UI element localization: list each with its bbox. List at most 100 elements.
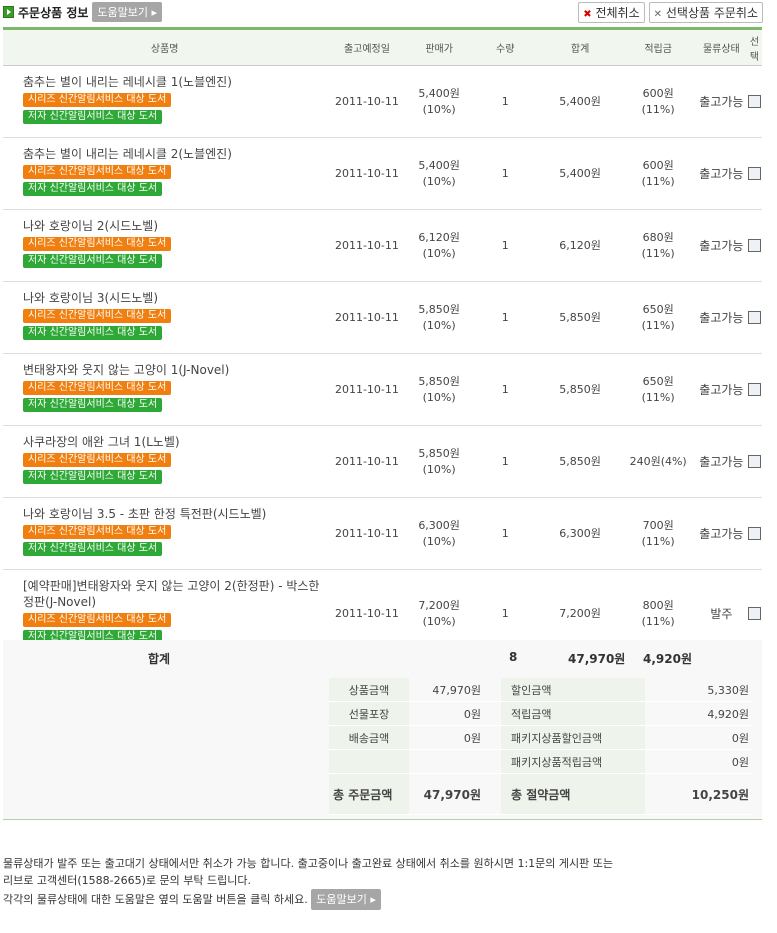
select-checkbox[interactable] — [748, 95, 761, 108]
breakdown-value: 47,970원 — [409, 678, 485, 702]
col-select: 선택 — [747, 27, 762, 66]
points: 240원(4%) — [620, 425, 696, 498]
line-total: 5,400원 — [539, 65, 621, 138]
notice-line: 물류상태가 발주 또는 출고대기 상태에서만 취소가 가능 합니다. 출고중이나… — [3, 857, 614, 870]
product-name[interactable]: 사쿠라장의 애완 그녀 1(L노벨) — [23, 435, 180, 449]
points-rate: (11%) — [641, 174, 675, 188]
breakdown-row: 상품금액 47,970원 할인금액 5,330원 — [329, 678, 753, 702]
cancel-selected-button[interactable]: ✕ 선택상품 주문취소 — [648, 2, 763, 23]
notice-line: 각각의 물류상태에 대한 도움말은 옆의 도움말 버튼을 클릭 하세요. — [3, 893, 308, 906]
total-save-value: 10,250원 — [645, 773, 753, 815]
quantity: 1 — [470, 497, 540, 570]
product-name[interactable]: 나와 호랑이님 3(시드노벨) — [23, 291, 159, 305]
price-value: 5,850원 — [418, 446, 460, 460]
ship-date: 2011-10-11 — [326, 281, 408, 354]
series-tag: 시리즈 신간알림서비스 대상 도서 — [23, 453, 172, 467]
author-tag: 저자 신간알림서비스 대상 도서 — [23, 110, 163, 124]
col-total: 합계 — [539, 27, 621, 66]
series-tag: 시리즈 신간알림서비스 대상 도서 — [23, 309, 172, 323]
discount-rate: (10%) — [422, 246, 456, 260]
price: 5,850원 (10%) — [407, 281, 471, 354]
status: 출고가능 — [695, 497, 747, 570]
points-rate: (11%) — [641, 390, 675, 404]
product-name[interactable]: 나와 호랑이님 3.5 - 초판 한정 특전판(시드노벨) — [23, 507, 267, 521]
select-checkbox[interactable] — [748, 607, 761, 620]
points-rate: (11%) — [641, 318, 675, 332]
product-name[interactable]: 변태왕자와 웃지 않는 고양이 1(J-Novel) — [23, 363, 230, 377]
product-name[interactable]: 나와 호랑이님 2(시드노벨) — [23, 219, 159, 233]
total-order-value: 47,970원 — [409, 773, 485, 815]
help-button[interactable]: 도움말보기 ▸ — [311, 889, 381, 910]
series-tag: 시리즈 신간알림서비스 대상 도서 — [23, 165, 172, 179]
author-tag: 저자 신간알림서비스 대상 도서 — [23, 470, 163, 484]
line-total: 5,850원 — [539, 353, 621, 426]
cancel-all-button[interactable]: ✖ 전체취소 — [578, 2, 645, 23]
product-name[interactable]: [예약판매]변태왕자와 웃지 않는 고양이 2(한정판) - 박스한정판(J-N… — [23, 579, 320, 609]
breakdown-label: 패키지상품할인금액 — [501, 725, 645, 750]
close-icon: ✕ — [653, 9, 663, 20]
order-table: 상품명 출고예정일 판매가 수량 합계 적립금 물류상태 선택 춤추는 별이 내… — [3, 27, 762, 659]
price-value: 5,400원 — [418, 158, 460, 172]
ship-date: 2011-10-11 — [326, 209, 408, 282]
col-points: 적립금 — [620, 27, 696, 66]
col-name: 상품명 — [3, 27, 327, 66]
select-checkbox[interactable] — [748, 239, 761, 252]
select-checkbox[interactable] — [748, 383, 761, 396]
product-name[interactable]: 춤추는 별이 내리는 레네시클 1(노블엔진) — [23, 75, 232, 89]
points-rate: (11%) — [641, 102, 675, 116]
price-value: 6,300원 — [418, 518, 460, 532]
status: 출고가능 — [695, 137, 747, 210]
points: 650원 (11%) — [620, 353, 696, 426]
col-price: 판매가 — [407, 27, 471, 66]
breakdown-row: 패키지상품적립금액 0원 — [329, 749, 753, 774]
price: 5,400원 (10%) — [407, 137, 471, 210]
points-rate: (11%) — [641, 614, 675, 628]
price-value: 6,120원 — [418, 230, 460, 244]
points-value: 650원 — [642, 374, 674, 388]
price: 6,300원 (10%) — [407, 497, 471, 570]
select-checkbox[interactable] — [748, 527, 761, 540]
author-tag: 저자 신간알림서비스 대상 도서 — [23, 182, 163, 196]
series-tag: 시리즈 신간알림서비스 대상 도서 — [23, 237, 172, 251]
discount-rate: (10%) — [422, 174, 456, 188]
breakdown-value: 0원 — [645, 725, 753, 750]
breakdown-value: 0원 — [409, 725, 485, 750]
table-row: 춤추는 별이 내리는 레네시클 1(노블엔진) 시리즈 신간알림서비스 대상 도서… — [3, 65, 762, 138]
sum-label: 합계 — [148, 652, 171, 666]
select-checkbox[interactable] — [748, 455, 761, 468]
total-save-label: 총 절약금액 — [501, 773, 645, 815]
points: 650원 (11%) — [620, 281, 696, 354]
help-button[interactable]: 도움말보기 ▸ — [92, 2, 163, 22]
line-total: 5,400원 — [539, 137, 621, 210]
sum-total: 47,970원 — [568, 652, 626, 666]
points-value: 600원 — [642, 86, 674, 100]
quantity: 1 — [470, 137, 540, 210]
discount-rate: (10%) — [422, 318, 456, 332]
breakdown-label: 배송금액 — [329, 725, 409, 750]
select-checkbox[interactable] — [748, 167, 761, 180]
status: 출고가능 — [695, 209, 747, 282]
total-order-label: 총 주문금액 — [329, 773, 409, 815]
series-tag: 시리즈 신간알림서비스 대상 도서 — [23, 525, 172, 539]
breakdown-row: 배송금액 0원 패키지상품할인금액 0원 — [329, 725, 753, 750]
points-value: 800원 — [642, 598, 674, 612]
ship-date: 2011-10-11 — [326, 65, 408, 138]
points-value: 650원 — [642, 302, 674, 316]
breakdown-label: 적립금액 — [501, 701, 645, 726]
title-text: 주문상품 정보 — [18, 5, 89, 20]
quantity: 1 — [470, 425, 540, 498]
ship-date: 2011-10-11 — [326, 497, 408, 570]
col-qty: 수량 — [470, 27, 540, 66]
status: 출고가능 — [695, 353, 747, 426]
points-rate: (11%) — [641, 534, 675, 548]
discount-rate: (10%) — [422, 462, 456, 476]
status: 출고가능 — [695, 65, 747, 138]
points: 700원 (11%) — [620, 497, 696, 570]
product-name[interactable]: 춤추는 별이 내리는 레네시클 2(노블엔진) — [23, 147, 232, 161]
notice-line: 리브로 고객센터(1588-2665)로 문의 부탁 드립니다. — [3, 874, 251, 887]
discount-rate: (10%) — [422, 390, 456, 404]
points: 600원 (11%) — [620, 137, 696, 210]
points-value: 680원 — [642, 230, 674, 244]
select-checkbox[interactable] — [748, 311, 761, 324]
